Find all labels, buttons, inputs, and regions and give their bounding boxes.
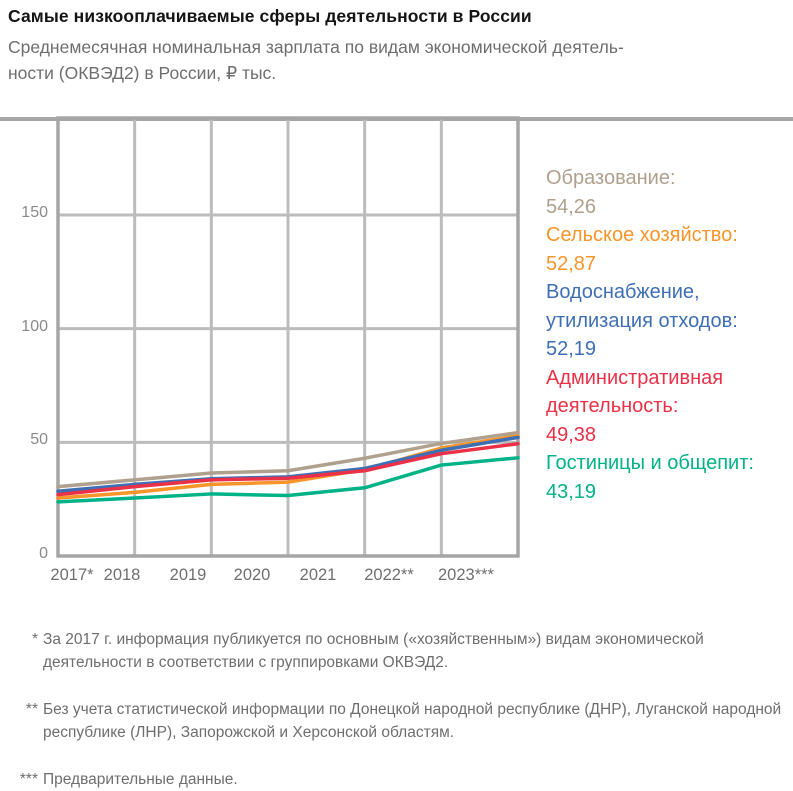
x-tick-label: 2023*** [438,566,494,584]
x-tick-label: 2022** [364,566,414,584]
legend-item-0: Образование: 54,26 [546,164,788,221]
footnote-marker: ** [25,701,38,718]
y-tick-label: 50 [30,431,48,449]
legend-value: 52,87 [546,252,597,275]
legend-item-4: Гостиницы и общепит: 43,19 [546,449,788,506]
y-tick-label: 100 [21,317,48,335]
footnote-marker: * [31,631,38,648]
footnote-text: Без учета статистической информации по Д… [43,701,782,741]
legend-label: Образование: [546,167,676,189]
footnotes: * За 2017 г. информация публикуется по ос… [6,628,784,791]
legend-label: Гостиницы и общепит: [546,452,754,474]
footnote-1: * За 2017 г. информация публикуется по ос… [6,628,784,674]
chart-subtitle: Среднемесячная номинальная зарплата по в… [8,34,778,86]
line-chart [56,116,520,558]
legend-item-2: Водоснабжение, утилизация отходов: 52,19 [546,278,788,364]
legend-value: 49,38 [546,423,597,446]
legend-label: Административная деятельность: [546,366,724,418]
legend-label: Сельское хозяйство: [546,224,738,246]
x-tick-label: 2017* [50,566,94,584]
legend-item-1: Сельское хозяйство: 52,87 [546,221,788,278]
legend-value: 52,19 [546,338,597,360]
series-line-4 [56,456,520,504]
plot-frame [56,116,520,558]
x-tick-label: 2021 [299,566,337,584]
legend-item-3: Административная деятельность: 49,38 [546,364,788,450]
series-line-3 [56,441,520,497]
footnote-2: ** Без учета статистической информации по… [6,698,784,744]
series-line-1 [56,434,520,500]
chart-subtitle-line-1: Среднемесячная номинальная зарплата по в… [8,37,624,57]
x-tick-label: 2020 [233,566,271,584]
x-tick-label: 2018 [103,566,141,584]
legend-label: Водоснабжение, утилизация отходов: [546,281,738,332]
footnote-text: Предварительные данные. [43,771,238,788]
y-tick-label: 0 [39,545,48,562]
footnote-marker: *** [19,771,38,788]
x-tick-label: 2019 [169,566,207,584]
legend-value: 54,26 [546,195,597,218]
series-line-0 [56,430,520,489]
footnote-3: *** Предварительные данные. [6,768,784,791]
chart-title: Самые низкооплачиваемые сферы деятельнос… [8,6,532,26]
legend-value: 43,19 [546,480,597,503]
y-tick-label: 150 [21,203,48,221]
chart-subtitle-line-2: ности (ОКВЭД2) в России, ₽ тыс. [8,63,277,83]
footnote-text: За 2017 г. информация публикуется по осн… [43,631,704,671]
chart-legend: Образование: 54,26 Сельское хозяйство: 52,8… [546,164,788,506]
